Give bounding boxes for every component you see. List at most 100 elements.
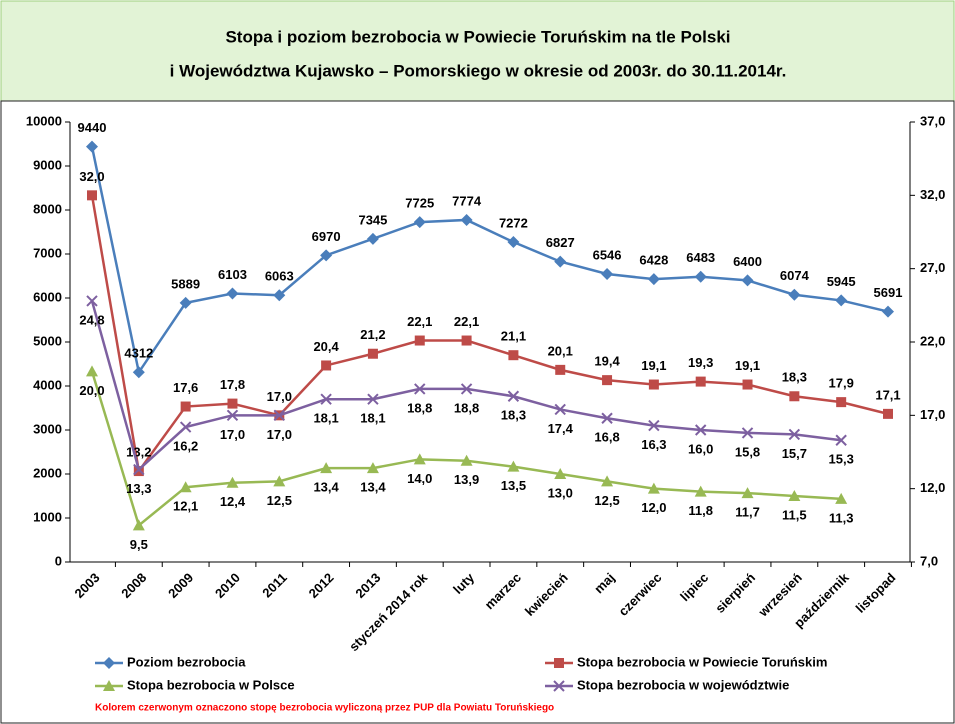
marker <box>413 453 426 465</box>
marker <box>647 273 660 286</box>
marker <box>367 348 378 359</box>
data-label: 18,1 <box>360 411 385 426</box>
marker <box>788 288 801 301</box>
marker <box>508 350 519 361</box>
data-label: 5945 <box>827 274 856 289</box>
data-label: 12,1 <box>173 499 198 514</box>
marker <box>133 463 145 476</box>
y-tick-label: 9000 <box>33 157 62 172</box>
y-tick-label: 4000 <box>33 377 62 392</box>
marker <box>553 680 565 692</box>
marker <box>86 365 98 377</box>
marker <box>273 475 286 487</box>
marker <box>367 393 379 405</box>
data-label: 16,2 <box>173 439 198 454</box>
data-label: 13,5 <box>501 478 526 493</box>
data-label: 13,3 <box>126 481 151 496</box>
footnote: Kolorem czerwonym oznaczono stopę bezrob… <box>95 703 554 714</box>
marker <box>741 487 754 499</box>
data-label: 9440 <box>78 120 107 135</box>
marker <box>460 454 473 466</box>
marker <box>507 236 520 249</box>
y-tick-label: 0 <box>55 553 62 568</box>
marker <box>741 274 754 287</box>
y-tick-label: 3000 <box>33 421 62 436</box>
frame <box>0 100 955 724</box>
marker <box>602 375 613 386</box>
y-tick-label: 2000 <box>33 465 62 480</box>
marker <box>601 412 613 424</box>
marker <box>555 364 566 375</box>
data-label: 17,1 <box>875 387 900 402</box>
data-label: 19,1 <box>641 358 666 373</box>
data-label: 13,2 <box>126 445 151 460</box>
y2-tick-label: 27,0 <box>920 260 945 275</box>
marker <box>320 393 332 405</box>
marker <box>366 462 379 474</box>
marker <box>694 270 707 283</box>
data-label: 5889 <box>171 276 200 291</box>
marker <box>883 408 893 419</box>
data-label: 21,1 <box>501 329 526 344</box>
data-label: 13,0 <box>548 485 573 500</box>
data-label: 9,5 <box>130 537 148 552</box>
marker <box>648 419 660 432</box>
data-label: 11,3 <box>829 510 854 525</box>
data-label: 13,9 <box>454 472 479 487</box>
marker <box>179 296 192 309</box>
data-label: 19,4 <box>594 354 620 369</box>
marker <box>320 462 333 474</box>
data-label: 17,6 <box>173 380 198 395</box>
data-label: 12,4 <box>220 494 246 509</box>
data-label: 13,4 <box>360 480 386 495</box>
marker <box>695 376 706 387</box>
marker <box>507 460 520 472</box>
data-label: 32,0 <box>79 169 104 184</box>
marker <box>273 289 286 302</box>
legend-label: Stopa bezrobocia w województwie <box>577 677 789 692</box>
y-tick-label: 5000 <box>33 333 62 348</box>
marker <box>648 379 659 390</box>
y-tick-label: 7000 <box>33 245 62 260</box>
data-label: 15,3 <box>829 452 854 467</box>
header <box>0 0 955 102</box>
y2-tick-label: 17,0 <box>920 407 945 422</box>
marker <box>179 421 192 433</box>
marker <box>554 658 564 668</box>
data-label: 22,1 <box>407 314 432 329</box>
data-label: 19,1 <box>735 358 760 373</box>
marker <box>507 390 520 402</box>
data-label: 6546 <box>593 247 622 262</box>
data-label: 12,5 <box>594 493 619 508</box>
data-label: 17,0 <box>267 389 292 404</box>
data-label: 20,1 <box>548 343 573 358</box>
data-label: 14,0 <box>407 471 432 486</box>
y-tick-label: 8000 <box>33 201 62 216</box>
data-label: 7345 <box>358 212 387 227</box>
y2-tick-label: 22,0 <box>920 333 945 348</box>
marker <box>460 383 473 395</box>
data-label: 6428 <box>639 253 668 268</box>
marker <box>321 360 332 371</box>
data-label: 6074 <box>780 268 810 283</box>
data-label: 17,4 <box>548 421 574 436</box>
marker <box>742 379 753 390</box>
marker <box>601 267 614 280</box>
marker <box>414 335 425 346</box>
data-label: 11,7 <box>735 505 760 520</box>
data-label: 6970 <box>312 229 341 244</box>
marker <box>226 287 239 300</box>
data-label: 15,7 <box>782 446 807 461</box>
data-label: 17,8 <box>220 377 245 392</box>
marker <box>320 249 333 262</box>
marker <box>554 468 567 479</box>
y-tick-label: 10000 <box>26 113 62 128</box>
data-label: 20,0 <box>79 383 104 398</box>
marker <box>461 335 472 346</box>
marker <box>227 398 238 409</box>
data-label: 6827 <box>546 235 575 250</box>
data-label: 21,2 <box>360 327 385 342</box>
data-label: 6103 <box>218 267 247 282</box>
